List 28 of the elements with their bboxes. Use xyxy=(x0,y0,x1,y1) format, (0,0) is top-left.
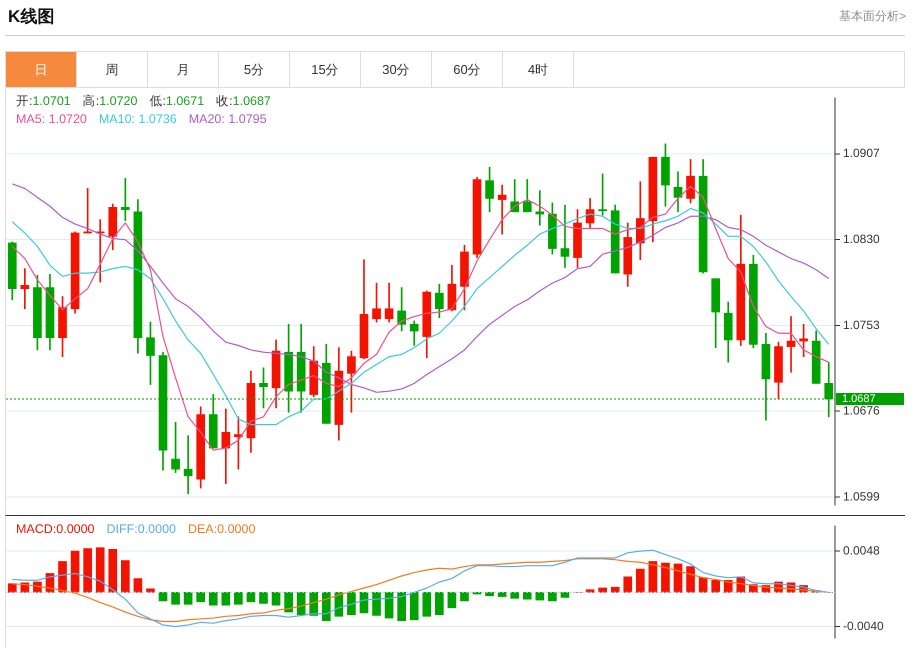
text: 4时 xyxy=(503,52,574,87)
text: MA10: 1.0736 xyxy=(98,112,177,126)
text: 周 xyxy=(77,52,148,87)
y-tick-label: 1.0676 xyxy=(843,404,880,418)
text: 5分 xyxy=(219,52,290,87)
text: DEA:0.0000 xyxy=(188,522,256,536)
series-label: MACD:0.0000 xyxy=(16,522,95,536)
text: MA5: 1.0720 xyxy=(16,112,87,126)
y-tick-label: 1.0907 xyxy=(843,146,880,160)
chart-title: K线图 xyxy=(8,6,54,28)
text: 日 xyxy=(6,52,77,87)
y-tick-label: 1.0753 xyxy=(843,318,880,332)
y-tick-label: -0.0040 xyxy=(843,618,884,633)
text: 15分 xyxy=(290,52,361,87)
text: 60分 xyxy=(432,52,503,87)
annotation: 收:1.0687 xyxy=(216,94,271,108)
annotation: 开:1.0701 xyxy=(16,94,71,108)
annotation: 低:1.0671 xyxy=(149,94,204,108)
y-tick-label: 1.0830 xyxy=(843,232,880,246)
text: 月 xyxy=(148,52,219,87)
y-tick-label: 1.0599 xyxy=(843,489,880,504)
text: DIFF:0.0000 xyxy=(106,522,176,536)
text: 30分 xyxy=(361,52,432,87)
text: MA20: 1.0795 xyxy=(188,112,267,126)
ref-line-label: 1.0687 xyxy=(842,393,876,406)
y-tick-label: 0.0048 xyxy=(843,543,880,558)
text: 基本面分析> xyxy=(838,8,906,25)
annotation: 高:1.0720 xyxy=(82,94,138,108)
